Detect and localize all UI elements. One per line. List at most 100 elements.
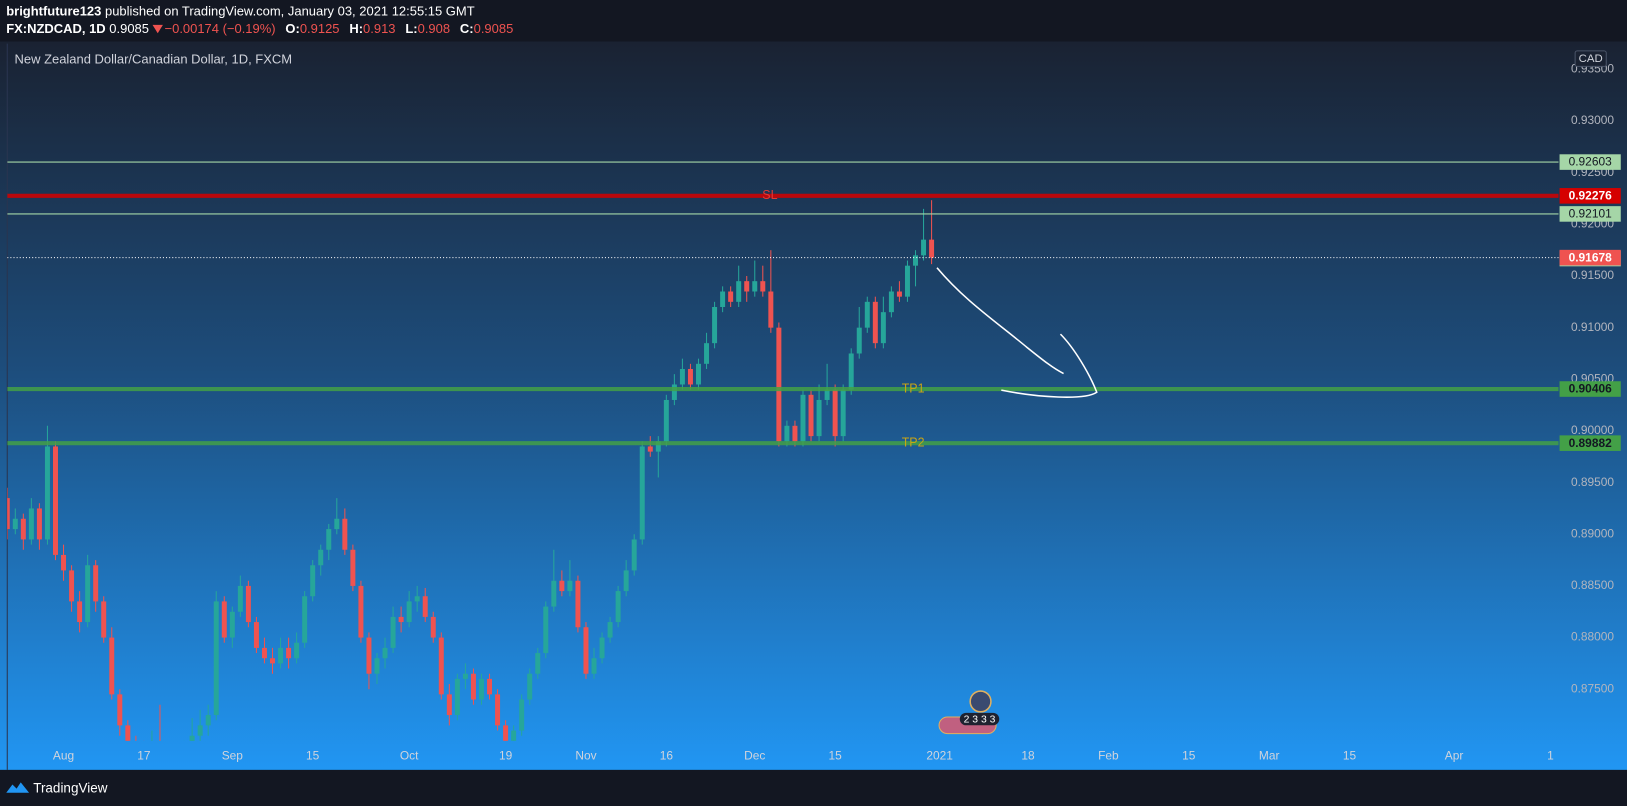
candle-body	[294, 642, 300, 659]
currency-box	[1574, 50, 1607, 67]
event-count: 2 3 3 3	[964, 714, 996, 725]
x-tick-label: Mar	[1259, 749, 1280, 763]
y-tick-label: 0.89000	[1571, 526, 1614, 540]
candle-body	[663, 399, 669, 442]
candle-body	[840, 389, 846, 437]
low-value: 0.908	[417, 21, 451, 37]
candle-body	[599, 637, 605, 659]
candle-body	[342, 518, 348, 550]
candle-body	[69, 570, 75, 602]
candle-body	[832, 389, 838, 437]
candle-body	[575, 580, 581, 628]
symbol-line: FX:NZDCAD, 1D 0.9085 −0.00174 (−0.19%) O:…	[6, 22, 513, 37]
candle-body	[808, 394, 814, 437]
y-tick-label: 0.87500	[1571, 681, 1614, 695]
logo	[6, 782, 30, 793]
candle-body	[679, 368, 685, 385]
candle-body	[302, 596, 308, 643]
level-name: SL	[762, 188, 777, 202]
price-label: 0.92101	[1569, 207, 1612, 221]
currency: CAD	[1579, 53, 1603, 65]
candle-body	[270, 658, 275, 664]
candle-body	[414, 596, 420, 602]
candle-body	[125, 725, 131, 741]
y-tick-label: 0.91000	[1571, 320, 1614, 334]
last-price: 0.9085	[109, 21, 149, 37]
open-value: 0.9125	[299, 21, 340, 37]
high-value: 0.913	[363, 21, 396, 37]
candle-body	[438, 637, 444, 695]
x-tick-label: Aug	[53, 749, 74, 763]
candle-body	[44, 446, 50, 540]
candle-body	[623, 570, 629, 592]
candle-body	[101, 601, 107, 638]
candle-body	[350, 549, 356, 586]
candle-body	[470, 673, 476, 700]
candle-body	[334, 518, 340, 530]
candle-body	[85, 565, 91, 623]
candle-body	[615, 591, 621, 623]
price-label-box	[1559, 188, 1621, 204]
candle-body	[511, 730, 517, 741]
drawn-arrowhead	[1001, 333, 1098, 398]
candle-body	[487, 678, 493, 695]
price-label: 0.92276	[1569, 189, 1612, 203]
y-tick-label: 0.88000	[1571, 630, 1614, 644]
candle-body	[478, 678, 484, 700]
candle-body	[768, 291, 774, 328]
candle-body	[117, 694, 123, 726]
candle-body	[430, 616, 436, 638]
price-label-box	[1559, 249, 1621, 266]
x-tick-label: 18	[1021, 749, 1035, 763]
candle-body	[446, 694, 452, 716]
candle-body	[12, 518, 18, 530]
candle-body	[896, 291, 902, 297]
candle-body	[864, 301, 870, 328]
candle-body	[77, 601, 83, 623]
candle-body	[816, 399, 822, 437]
candle-body	[776, 327, 782, 442]
candle-body	[728, 291, 734, 302]
candle-body	[422, 596, 428, 617]
events: 2 3 3 3	[938, 690, 1000, 735]
candle-body	[800, 394, 806, 442]
candle-body	[229, 611, 235, 638]
candle-body	[559, 580, 565, 592]
candle-body	[310, 565, 316, 597]
candle-body	[696, 363, 701, 385]
candle-body	[93, 565, 99, 602]
candle-body	[326, 529, 332, 550]
candle-body	[286, 647, 292, 659]
price-label: 0.91678	[1569, 250, 1612, 264]
candle-body	[462, 673, 468, 679]
candle-body	[760, 281, 766, 292]
event-icon	[969, 690, 992, 713]
candle-body	[631, 539, 637, 571]
drawn-arrow	[936, 267, 1064, 375]
symbol: FX:NZDCAD, 1D	[6, 21, 106, 37]
candle-body	[744, 281, 750, 292]
x-tick-label: 2021	[926, 749, 953, 763]
candle-body	[454, 678, 460, 716]
candle-body	[197, 725, 203, 736]
candle-body	[261, 647, 267, 659]
high-label: H:	[349, 21, 364, 37]
low-label: L:	[405, 21, 418, 37]
candle-body	[647, 446, 653, 452]
x-tick-label: 17	[137, 749, 151, 763]
candle-body	[607, 622, 613, 638]
candle-body	[20, 518, 26, 540]
open-label: O:	[285, 21, 300, 37]
candle-body	[398, 616, 404, 623]
candle-body	[382, 647, 388, 659]
x-tick-label: 1	[1547, 749, 1554, 763]
candle-body	[904, 265, 910, 297]
brand: TradingView	[33, 780, 108, 796]
y-tick-label: 0.91500	[1571, 268, 1614, 282]
candle-body	[205, 715, 211, 726]
x-tick-label: Nov	[575, 749, 596, 763]
candle-body	[872, 301, 878, 344]
candle-body	[278, 647, 284, 664]
